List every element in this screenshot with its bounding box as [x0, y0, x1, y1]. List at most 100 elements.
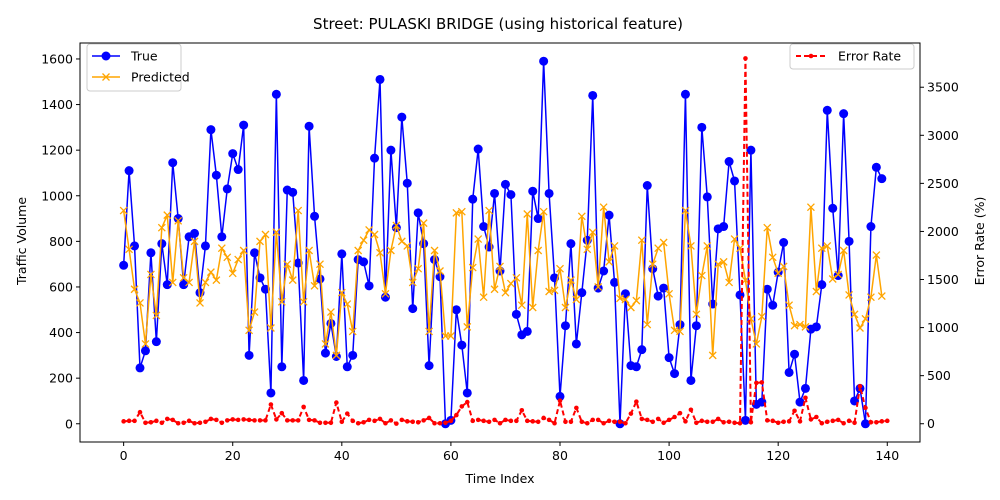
predicted-point — [501, 288, 510, 297]
predicted-point — [305, 246, 314, 255]
error-rate-point — [154, 418, 159, 424]
true-point — [768, 300, 778, 310]
legend-true-label: True — [130, 49, 158, 64]
predicted-point — [125, 245, 134, 254]
predicted-point — [774, 269, 783, 278]
predicted-point — [359, 236, 368, 245]
true-point — [293, 258, 303, 268]
error-rate-point — [623, 420, 628, 426]
error-rate-point — [710, 419, 716, 425]
true-point — [250, 248, 260, 258]
true-point — [179, 280, 189, 290]
true-point — [473, 144, 483, 154]
predicted-point — [326, 308, 335, 316]
legend-right-frame — [789, 43, 915, 70]
error-rate-point — [224, 418, 230, 423]
true-point — [506, 190, 516, 200]
error-rate-point — [454, 412, 459, 418]
legend-true-marker — [101, 51, 111, 61]
predicted-point — [234, 255, 243, 264]
predicted-point — [806, 203, 815, 212]
error-rate-point — [208, 416, 214, 422]
error-rate-point — [666, 417, 672, 423]
error-rate-point — [601, 420, 606, 426]
predicted-point — [261, 230, 270, 239]
error-rate-point — [301, 404, 306, 410]
true-point — [719, 222, 729, 232]
true-point — [119, 260, 129, 270]
error-rate-point — [126, 418, 132, 424]
true-point — [228, 149, 238, 159]
predicted-point — [594, 283, 603, 291]
error-rate-point — [230, 417, 236, 422]
predicted-point — [425, 327, 434, 336]
error-rate-point — [203, 419, 208, 425]
predicted-point — [823, 241, 832, 250]
predicted-point — [866, 293, 875, 302]
legend-predicted-marker — [102, 73, 110, 81]
predicted-point — [201, 278, 210, 287]
error-rate-point — [164, 416, 170, 422]
error-rate-point — [361, 419, 366, 425]
error-rate-point — [137, 409, 143, 415]
error-rate-point — [143, 420, 148, 426]
error-rate-point — [884, 418, 890, 424]
predicted-point — [785, 301, 794, 310]
error-rate-point — [672, 414, 677, 420]
error-rate-point — [459, 404, 465, 409]
y-tick-label: 200 — [49, 371, 73, 386]
true-point — [539, 56, 549, 66]
error-rate-point — [530, 419, 536, 424]
true-point — [871, 162, 881, 172]
error-rate-point — [317, 420, 323, 426]
error-rate-point — [715, 416, 721, 422]
true-point — [817, 280, 827, 290]
error-rate-point — [639, 416, 645, 422]
true-point — [157, 239, 167, 249]
error-rate-point — [263, 418, 268, 423]
error-rate-point — [535, 419, 541, 425]
error-rate-point — [824, 419, 830, 425]
y-tick-label: 400 — [49, 325, 73, 340]
true-point — [680, 89, 690, 99]
true-point — [146, 248, 156, 258]
error-rate-point — [377, 416, 383, 422]
true-point — [724, 157, 734, 167]
error-rate-point — [443, 420, 448, 426]
y2-tick-label: 1000 — [927, 320, 959, 335]
x-tick-label: 40 — [334, 448, 350, 463]
true-point — [560, 321, 570, 331]
predicted-point — [403, 241, 412, 250]
true-point — [795, 397, 805, 407]
predicted-point — [190, 237, 199, 246]
true-point — [784, 367, 794, 377]
predicted-point — [850, 310, 859, 319]
true-point — [866, 222, 876, 232]
error-rate-point — [399, 417, 405, 423]
error-rate-point — [584, 420, 590, 426]
true-point — [490, 188, 500, 198]
error-rate-point — [541, 415, 546, 421]
predicted-point — [217, 244, 226, 253]
error-rate-point — [863, 405, 868, 411]
error-rate-point — [781, 419, 786, 425]
error-rate-point — [644, 417, 650, 423]
true-point — [413, 208, 423, 218]
true-point — [211, 170, 221, 180]
predicted-point — [528, 303, 537, 312]
true-point — [244, 350, 254, 360]
true-point — [457, 340, 467, 350]
error-rate-point — [759, 380, 765, 385]
error-rate-point — [612, 419, 617, 425]
error-rate-point — [606, 418, 612, 424]
true-point — [833, 271, 843, 281]
error-rate-point — [503, 417, 508, 423]
predicted-point — [321, 340, 330, 348]
error-rate-point — [841, 420, 846, 426]
legend-error-marker — [808, 53, 814, 59]
y2-tick-label: 2500 — [927, 176, 959, 191]
error-rate-point — [214, 417, 219, 423]
true-point — [462, 388, 472, 398]
error-rate-point — [874, 419, 879, 425]
true-point — [190, 228, 200, 238]
